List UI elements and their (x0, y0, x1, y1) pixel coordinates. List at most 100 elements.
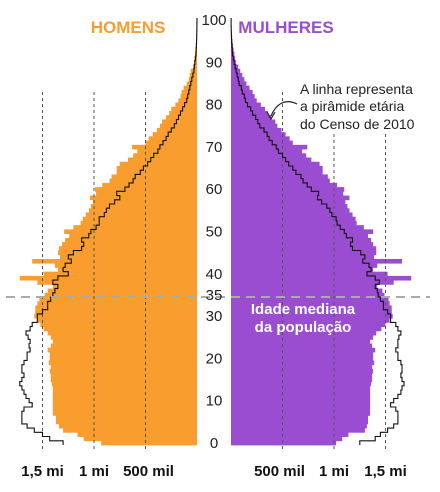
bar-men-age-86 (189, 77, 197, 82)
bar-men-age-18 (51, 365, 197, 370)
bar-men-age-69 (137, 149, 197, 154)
bar-women-age-76 (231, 119, 275, 124)
bar-men-age-36 (48, 289, 197, 294)
population-tick-women: 1 mi (319, 463, 349, 480)
bar-women-age-50 (231, 229, 373, 234)
bar-men-age-57 (93, 200, 197, 205)
bar-men-age-29 (37, 318, 197, 323)
age-tick-label: 80 (206, 97, 223, 114)
bar-men-age-77 (166, 115, 197, 120)
bar-men-age-82 (181, 94, 197, 99)
bar-men-age-45 (58, 251, 197, 256)
men-bars (20, 18, 197, 445)
age-tick-label: 35 (206, 287, 223, 304)
bar-women-age-75 (231, 124, 277, 129)
bar-men-age-5 (56, 420, 197, 425)
bar-women-age-43 (231, 259, 402, 264)
bar-men-age-71 (146, 141, 198, 146)
bar-men-age-12 (53, 390, 197, 395)
bar-men-age-80 (175, 103, 197, 108)
bar-men-age-60 (95, 187, 197, 192)
bar-men-age-58 (90, 196, 197, 201)
bar-men-age-68 (133, 153, 197, 158)
age-tick-label: 100 (201, 12, 226, 29)
population-tick-women: 1,5 mi (364, 463, 407, 480)
bar-men-age-23 (51, 344, 197, 349)
bar-women-age-18 (231, 365, 372, 370)
bar-women-age-5 (231, 420, 368, 425)
bar-women-age-60 (231, 187, 344, 192)
bar-women-age-6 (231, 415, 368, 420)
median-label-line1: Idade mediana (251, 301, 356, 318)
bar-women-age-16 (231, 373, 372, 378)
bar-men-age-10 (53, 398, 197, 403)
bar-women-age-40 (231, 272, 388, 277)
bar-men-age-38 (37, 280, 197, 285)
bar-men-age-15 (51, 377, 197, 382)
bar-men-age-14 (52, 382, 197, 387)
bar-women-age-4 (231, 424, 367, 429)
bar-women-age-24 (231, 339, 370, 344)
bar-men-age-73 (153, 132, 197, 137)
census-annotation: A linha representa a pirâmide etária do … (267, 80, 430, 132)
bar-men-age-70 (132, 145, 197, 150)
bar-women-age-73 (231, 132, 286, 137)
bar-women-age-22 (231, 348, 375, 353)
bar-men-age-61 (102, 183, 197, 188)
age-tick-label: 10 (206, 393, 223, 410)
age-tick-label: 20 (206, 350, 223, 367)
bar-men-age-16 (51, 373, 197, 378)
bar-men-age-50 (64, 229, 197, 234)
bar-men-age-1 (84, 437, 197, 442)
age-tick-label: 70 (206, 139, 223, 156)
bar-women-age-70 (231, 145, 307, 150)
bar-men-age-26 (48, 331, 197, 336)
bar-men-age-9 (53, 403, 197, 408)
bar-men-age-6 (56, 415, 197, 420)
age-tick-label: 40 (206, 266, 223, 283)
bar-women-age-44 (231, 255, 374, 260)
bar-men-age-79 (171, 107, 197, 112)
bar-women-age-59 (231, 191, 343, 196)
age-tick-label: 0 (210, 435, 218, 452)
bar-women-age-69 (231, 149, 302, 154)
bar-women-age-14 (231, 382, 371, 387)
bar-men-age-13 (53, 386, 197, 391)
bar-men-age-48 (65, 238, 197, 243)
bar-women-age-10 (231, 398, 370, 403)
bar-men-age-75 (160, 124, 197, 129)
bar-men-age-0 (101, 441, 197, 446)
bar-men-age-81 (178, 98, 197, 103)
bar-women-age-45 (231, 251, 376, 256)
age-tick-label: 60 (206, 181, 223, 198)
bar-women-age-78 (231, 111, 268, 116)
bar-women-age-23 (231, 344, 372, 349)
bar-women-age-7 (231, 411, 370, 416)
bar-women-age-62 (231, 179, 330, 184)
bar-men-age-3 (63, 428, 197, 433)
bar-men-age-72 (149, 136, 197, 141)
bar-women-age-20 (231, 356, 373, 361)
bar-women-age-36 (231, 289, 382, 294)
bar-women-age-19 (231, 360, 374, 365)
bar-women-age-37 (231, 284, 377, 289)
bar-women-age-65 (231, 166, 323, 171)
age-tick-label: 50 (206, 224, 223, 241)
bar-women-age-68 (231, 153, 306, 158)
bar-men-age-28 (40, 322, 197, 327)
bar-men-age-7 (53, 411, 197, 416)
bar-women-age-42 (231, 263, 377, 268)
bar-men-age-17 (50, 369, 197, 374)
bar-men-age-32 (35, 305, 197, 310)
population-tick-men: 1 mi (79, 463, 109, 480)
bar-women-age-57 (231, 200, 345, 205)
bar-men-age-39 (20, 276, 197, 281)
bar-men-age-59 (96, 191, 197, 196)
bar-women-age-12 (231, 390, 370, 395)
bar-women-age-0 (231, 441, 336, 446)
bar-men-age-44 (60, 255, 197, 260)
bar-women-age-63 (231, 174, 328, 179)
population-tick-men: 500 mil (123, 463, 174, 480)
